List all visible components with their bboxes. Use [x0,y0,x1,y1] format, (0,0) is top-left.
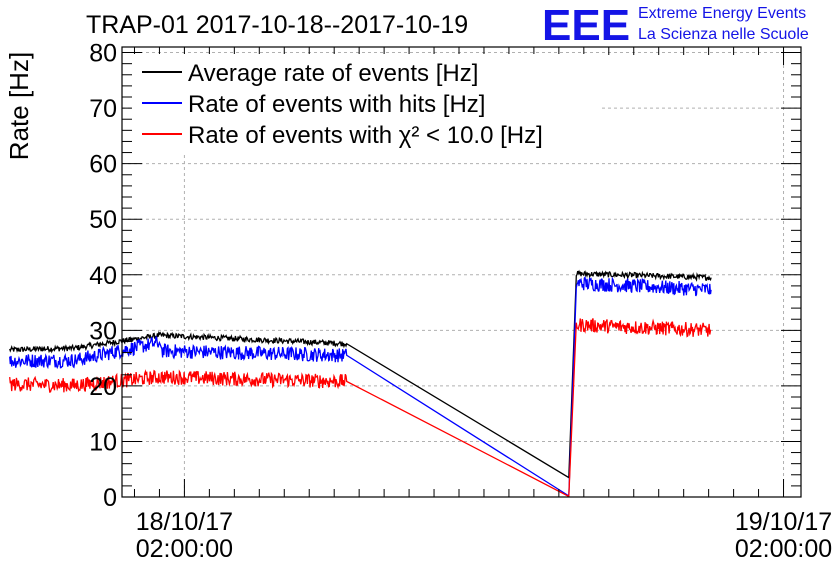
org-name-line2: La Scienza nelle Scuole [638,26,809,43]
legend-label-1: Rate of events with hits [Hz] [188,91,485,118]
y-tick-label: 30 [89,317,117,345]
series-line-2 [9,318,712,498]
x-tick-label-time: 02:00:00 [735,535,832,563]
series-line-1 [9,276,712,498]
x-tick-label-date: 18/10/17 [136,508,233,536]
series-line-0 [9,269,712,479]
y-tick-label: 70 [89,95,117,123]
legend: Average rate of events [Hz] Rate of event… [132,54,602,154]
legend-box [132,54,602,154]
chart-title: TRAP-01 2017-10-18--2017-10-19 [86,11,468,39]
eee-logo: EEE Extreme Energy Events La Scienza nel… [542,1,809,50]
eee-logo-text: EEE [542,1,630,50]
y-tick-label: 10 [89,428,117,456]
x-tick-label-time: 02:00:00 [136,535,233,563]
y-tick-label: 60 [89,151,117,179]
org-name-line1: Extreme Energy Events [638,5,806,22]
y-tick-label: 40 [89,262,117,290]
y-tick-label: 0 [103,484,117,512]
series-layer [9,269,712,498]
y-tick-label: 20 [89,373,117,401]
plot-frame [121,46,802,498]
legend-label-0: Average rate of events [Hz] [188,60,478,87]
y-axis-ticks: 0 10 20 30 40 50 60 70 80 [89,40,801,512]
y-tick-label: 80 [89,40,117,68]
grid-lines [122,47,801,497]
y-axis-label: Rate [Hz] [4,52,34,160]
legend-label-2: Rate of events with χ² < 10.0 [Hz] [188,122,543,149]
x-tick-label-date: 19/10/17 [735,508,832,536]
y-tick-label: 50 [89,206,117,234]
